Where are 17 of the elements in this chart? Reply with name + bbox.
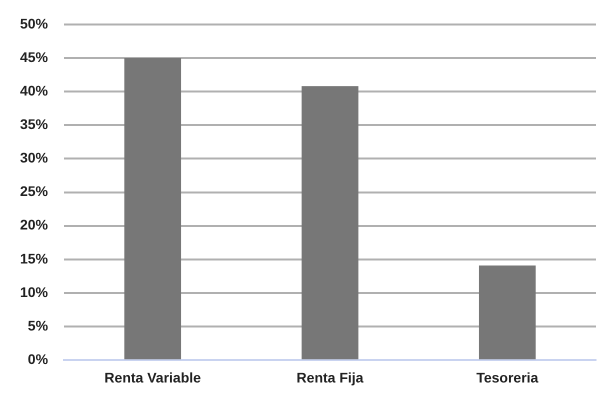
y-tick-label: 10%	[20, 284, 49, 300]
y-tick-label: 50%	[20, 15, 49, 32]
y-tick-label: 45%	[20, 48, 49, 65]
x-tick-label: Tesoreria	[476, 369, 539, 386]
y-tick-label: 35%	[20, 116, 49, 132]
y-tick-label: 0%	[28, 351, 49, 368]
x-tick-label: Renta Variable	[104, 369, 202, 386]
y-tick-label: 15%	[20, 250, 49, 266]
y-tick-label: 5%	[28, 317, 49, 334]
y-tick-label: 20%	[20, 216, 49, 233]
y-tick-label: 25%	[20, 183, 49, 200]
y-tick-label: 30%	[20, 150, 49, 166]
x-tick-label: Renta Fija	[296, 369, 364, 386]
y-tick-label: 40%	[20, 82, 49, 98]
bar	[302, 86, 358, 360]
bar	[124, 58, 182, 360]
bar	[478, 266, 536, 360]
